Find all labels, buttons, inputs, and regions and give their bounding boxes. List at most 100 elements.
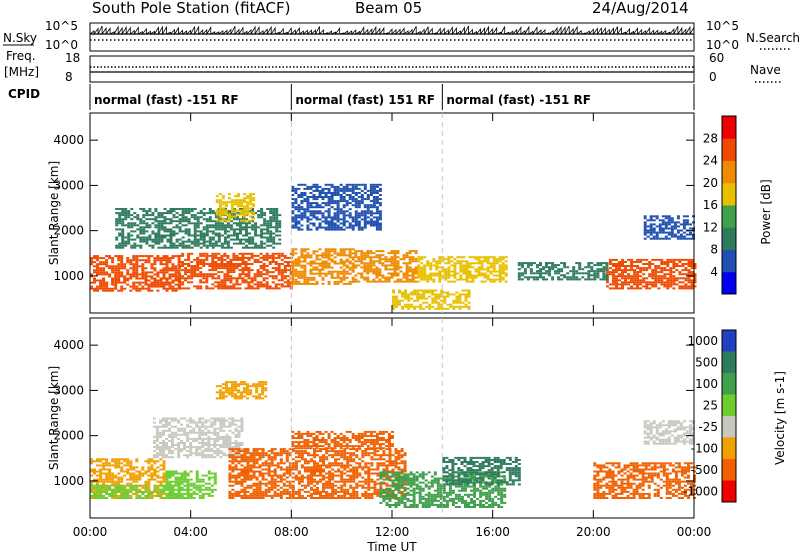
heatmap-cell [372,204,376,207]
heatmap-cell [181,216,185,219]
heatmap-cell [312,214,316,217]
heatmap-cell [661,219,665,222]
heatmap-cell [363,187,367,190]
heatmap-cell [480,264,484,267]
heatmap-cell [679,233,683,236]
heatmap-cell [237,448,241,451]
heatmap-cell [657,265,661,267]
heatmap-cell [405,272,409,275]
heatmap-cell [243,478,247,481]
heatmap-cell [190,210,194,213]
heatmap-cell [661,223,665,226]
heatmap-cell [336,216,340,219]
heatmap-cell [483,274,487,277]
heatmap-cell [189,419,193,422]
heatmap-cell [90,482,93,485]
heatmap-cell [396,278,400,281]
heatmap-cell [159,442,162,444]
heatmap-cell [111,460,115,463]
heatmap-cell [199,275,203,278]
heatmap-cell [333,280,337,283]
heatmap-cell [102,285,106,288]
heatmap-cell [181,287,185,290]
heatmap-cell [199,252,203,255]
heatmap-cell [248,222,251,225]
heatmap-cell [133,242,137,245]
heatmap-cell [102,482,106,485]
colorbar-tick-label: 20 [703,176,718,190]
heatmap-cell [639,283,643,286]
heatmap-cell [205,218,209,221]
heatmap-cell [171,289,175,292]
heatmap-cell [258,466,262,469]
heatmap-cell [147,490,151,493]
heatmap-cell [612,263,615,265]
heatmap-cell [291,492,295,495]
heatmap-cell [184,267,188,270]
heatmap-cell [207,454,211,457]
heatmap-cell [685,219,689,222]
heatmap-cell [226,234,230,237]
heatmap-cell [201,417,205,420]
heatmap-cell [426,278,430,281]
heatmap-cell [283,285,287,288]
heatmap-cell [198,488,202,491]
heatmap-cell [220,263,224,265]
heatmap-cell [254,230,258,233]
heatmap-cell [395,305,398,308]
heatmap-cell [222,419,226,422]
heatmap-cell [211,210,215,213]
heatmap-cell [351,262,355,265]
heatmap-cell [384,266,388,269]
heatmap-cell [265,277,269,280]
heatmap-cell [464,299,468,302]
heatmap-cell [184,224,188,227]
heatmap-cell [150,458,154,461]
heatmap-cell [117,277,121,280]
heatmap-cell [678,287,682,290]
heatmap-cell [596,262,600,265]
heatmap-cell [649,229,653,232]
heatmap-cell [654,267,658,270]
heatmap-cell [532,272,536,275]
heatmap-cell [672,277,676,280]
heatmap-cell [171,492,175,495]
heatmap-cell [178,287,182,290]
heatmap-cell [267,470,271,473]
heatmap-cell [660,261,664,263]
heatmap-cell [127,216,131,219]
heatmap-cell [226,265,230,267]
heatmap-cell [636,279,640,282]
heatmap-cell [123,464,127,467]
heatmap-cell [387,276,391,279]
heatmap-cell [288,464,292,467]
heatmap-cell [237,203,240,206]
heatmap-cell [241,254,245,257]
heatmap-cell [602,270,606,273]
heatmap-cell [117,484,121,487]
heatmap-cell [132,488,136,491]
heatmap-cell [142,222,146,225]
heatmap-cell [333,187,337,190]
heatmap-cell [187,287,191,290]
heatmap-cell [666,285,670,288]
heatmap-cell [269,222,273,225]
heatmap-cell [142,228,146,231]
heatmap-cell [590,270,594,273]
heatmap-cell [667,217,671,220]
heatmap-cell [246,211,249,214]
heatmap-cell [156,257,160,260]
heatmap-cell [154,220,158,223]
heatmap-cell [184,246,188,249]
heatmap-cell [309,222,313,225]
heatmap-cell [366,222,370,225]
heatmap-cell [578,262,582,265]
heatmap-cell [141,263,145,266]
heatmap-cell [342,212,346,215]
heatmap-cell [251,210,255,213]
heatmap-cell [404,303,408,306]
heatmap-cell [272,214,276,217]
heatmap-cell [163,246,167,249]
heatmap-cell [102,458,106,461]
heatmap-cell [102,462,106,465]
